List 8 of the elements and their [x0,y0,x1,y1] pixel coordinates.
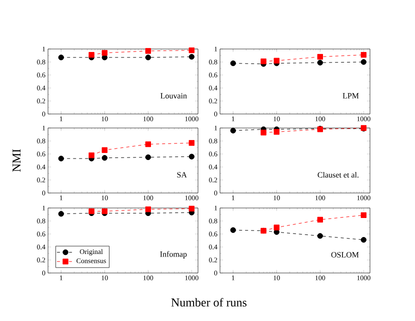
x-axis-title: Number of runs [171,298,246,307]
annotation: SA [177,172,187,178]
annotation: Infomap [160,251,187,258]
annotation: OSLOM [331,252,359,258]
annotation: LPM [342,93,359,98]
y-axis-title: NMI [12,149,20,172]
annotation: Clauset et al. [318,172,358,178]
annotation: Louvain [160,93,187,98]
